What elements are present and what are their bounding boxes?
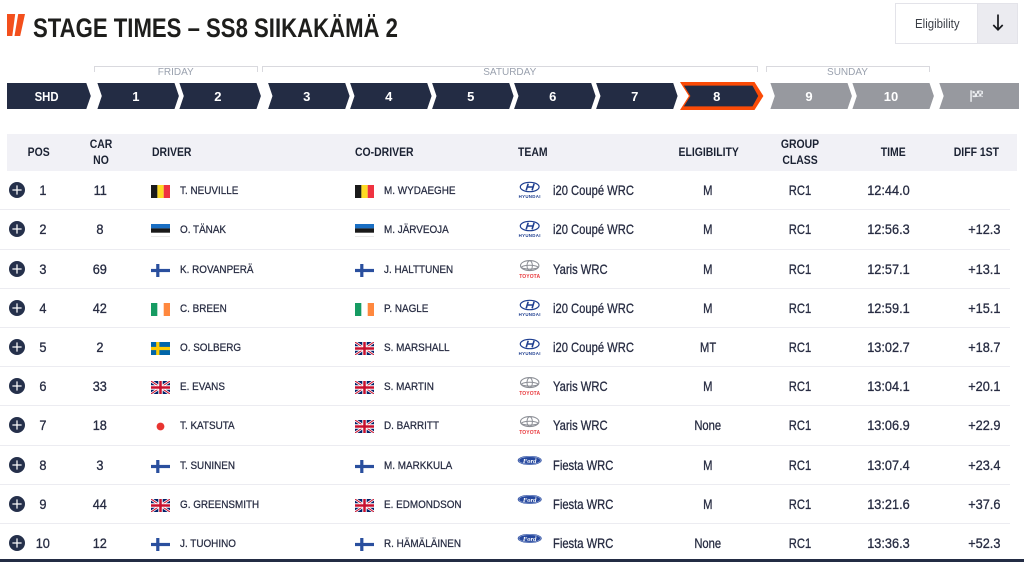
svg-text:Ford: Ford: [523, 457, 537, 464]
svg-text:2: 2: [214, 89, 221, 104]
svg-text:9: 9: [805, 89, 812, 104]
svg-text:5: 5: [467, 89, 474, 104]
svg-text:HYUNDAI: HYUNDAI: [519, 351, 541, 356]
svg-text:Ford: Ford: [523, 497, 537, 504]
svg-text:HYUNDAI: HYUNDAI: [519, 194, 541, 199]
svg-text:3: 3: [303, 89, 310, 104]
svg-text:HYUNDAI: HYUNDAI: [519, 312, 541, 317]
svg-text:1: 1: [132, 89, 139, 104]
svg-text:10: 10: [884, 89, 898, 104]
svg-text:TOYOTA: TOYOTA: [519, 274, 540, 280]
svg-text:TOYOTA: TOYOTA: [519, 391, 540, 397]
svg-text:Ford: Ford: [523, 536, 537, 543]
svg-text:HYUNDAI: HYUNDAI: [519, 233, 541, 238]
svg-text:7: 7: [631, 89, 638, 104]
svg-text:TOYOTA: TOYOTA: [519, 430, 540, 436]
svg-text:8: 8: [713, 89, 720, 104]
svg-text:6: 6: [549, 89, 556, 104]
svg-text:4: 4: [385, 89, 393, 104]
svg-text:SHD: SHD: [35, 89, 59, 104]
